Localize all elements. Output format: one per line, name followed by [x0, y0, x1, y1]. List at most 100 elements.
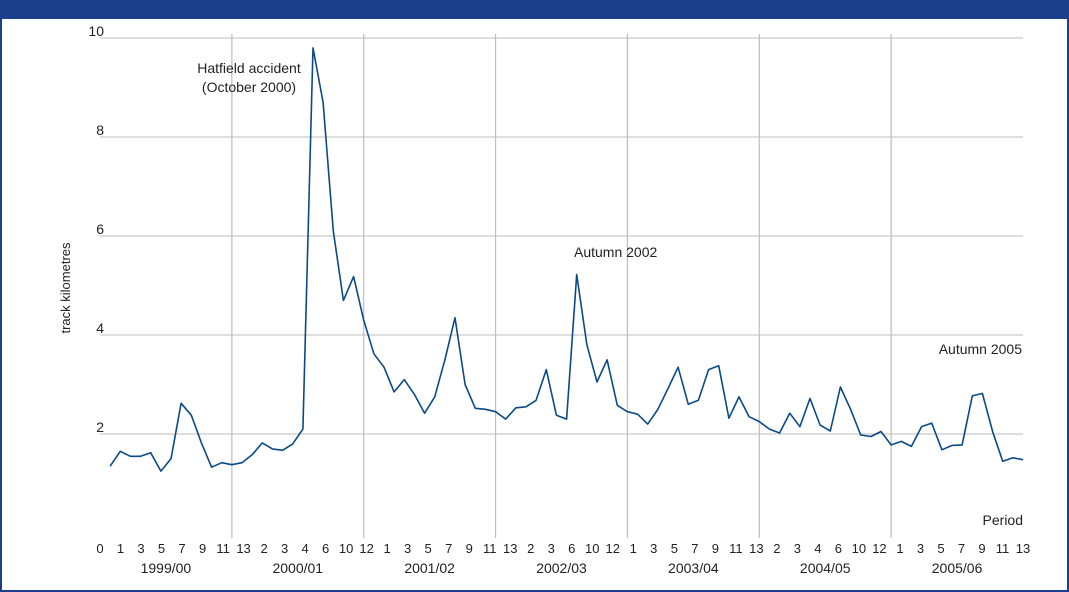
x-tick-label: 5 — [937, 541, 944, 556]
data-point — [616, 404, 618, 406]
data-point — [302, 428, 304, 430]
annotation-autumn-2002: Autumn 2002 — [574, 244, 657, 260]
x-tick-label: 3 — [548, 541, 555, 556]
x-tick-label: 11 — [729, 541, 743, 556]
x-tick-label: 1 — [630, 541, 637, 556]
data-point — [870, 435, 872, 437]
data-point — [728, 417, 730, 419]
data-point — [738, 396, 740, 398]
x-tick-label: 1 — [117, 541, 124, 556]
data-point — [647, 423, 649, 425]
x-tick-label: 7 — [691, 541, 698, 556]
data-point — [545, 369, 547, 371]
data-point — [261, 442, 263, 444]
annotation-hatfield: Hatfield accident — [197, 60, 301, 76]
data-point — [829, 430, 831, 432]
data-point — [1022, 459, 1024, 461]
data-point — [971, 395, 973, 397]
x-tick-label: 9 — [978, 541, 985, 556]
x-tick-label: 13 — [236, 541, 250, 556]
data-point — [961, 444, 963, 446]
data-point — [109, 465, 111, 467]
data-point — [363, 319, 365, 321]
x-tick-label: 2 — [773, 541, 780, 556]
grid — [100, 34, 1023, 538]
y-tick-labels: 2 4 6 8 10 — [88, 23, 104, 435]
data-point — [515, 407, 517, 409]
data-point — [119, 450, 121, 452]
x-tick-label: 3 — [281, 541, 288, 556]
x-tick-label: 3 — [404, 541, 411, 556]
x-tick-label: 1 — [384, 541, 391, 556]
data-point — [890, 444, 892, 446]
x-tick-label: 13 — [503, 541, 517, 556]
data-point — [251, 454, 253, 456]
data-point — [221, 462, 223, 464]
data-point — [708, 369, 710, 371]
x-tick-label: 5 — [671, 541, 678, 556]
data-point — [880, 431, 882, 433]
x-tick-label: 10 — [339, 541, 353, 556]
data-point — [474, 407, 476, 409]
x-tick-label: 2 — [527, 541, 534, 556]
data-point — [626, 411, 628, 413]
year-label: 1999/00 — [141, 560, 192, 576]
data-point — [637, 413, 639, 415]
year-label: 2003/04 — [668, 560, 719, 576]
x-tick-label: 4 — [301, 541, 308, 556]
data-point — [312, 47, 314, 49]
year-label: 2001/02 — [404, 560, 455, 576]
data-point — [413, 393, 415, 395]
y-tick-label: 4 — [96, 320, 104, 336]
x-tick-label: 9 — [712, 541, 719, 556]
data-point — [677, 366, 679, 368]
year-labels: 1999/00 2000/01 2001/02 2002/03 2003/04 2004/… — [141, 560, 983, 576]
x-tick-label: 3 — [794, 541, 801, 556]
data-point — [566, 418, 568, 420]
data-point — [1012, 457, 1014, 459]
y-tick-label: 8 — [96, 122, 104, 138]
data-point — [434, 396, 436, 398]
annotation-hatfield-date: (October 2000) — [202, 79, 296, 95]
data-point — [332, 230, 334, 232]
data-point — [779, 432, 781, 434]
series — [109, 47, 1024, 472]
data-point — [129, 455, 131, 457]
x-tick-label: 10 — [852, 541, 866, 556]
data-point — [393, 391, 395, 393]
data-point — [931, 422, 933, 424]
data-point — [383, 366, 385, 368]
x-tick-label: 3 — [650, 541, 657, 556]
data-point — [495, 411, 497, 413]
data-point — [140, 455, 142, 457]
data-point — [809, 397, 811, 399]
x-tick-label: 11 — [996, 541, 1010, 556]
data-point — [799, 426, 801, 428]
data-point — [525, 406, 527, 408]
x-axis-label: Period — [983, 512, 1023, 528]
data-point — [180, 402, 182, 404]
data-point — [200, 442, 202, 444]
data-point — [1002, 460, 1004, 462]
data-point — [921, 426, 923, 428]
x-tick-label: 7 — [178, 541, 185, 556]
data-point — [150, 452, 152, 454]
x-tick-label: 13 — [749, 541, 763, 556]
data-point — [373, 353, 375, 355]
x-tick-label: 10 — [585, 541, 599, 556]
title-bar — [0, 0, 1069, 19]
data-point — [596, 381, 598, 383]
x-tick-label: 9 — [199, 541, 206, 556]
data-point — [900, 440, 902, 442]
data-point — [403, 379, 405, 381]
x-tick-label: 5 — [425, 541, 432, 556]
data-point — [484, 408, 486, 410]
data-point — [505, 418, 507, 420]
data-point — [860, 434, 862, 436]
x-tick-label: 6 — [568, 541, 575, 556]
x-tick-label: 3 — [137, 541, 144, 556]
data-point — [606, 359, 608, 361]
annotation-autumn-2005: Autumn 2005 — [939, 341, 1022, 357]
data-point — [454, 317, 456, 319]
